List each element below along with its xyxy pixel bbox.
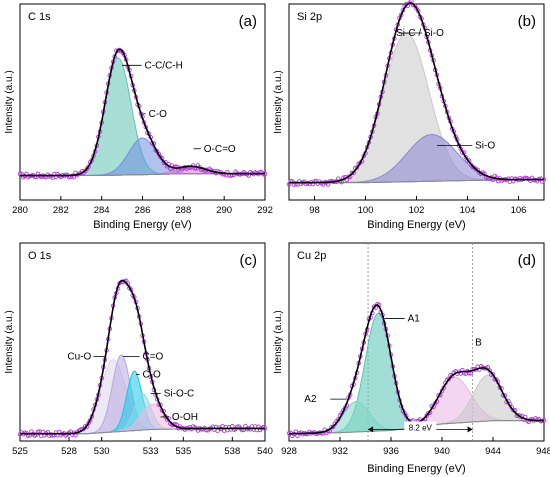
- x-axis-label: Binding Energy (eV): [367, 219, 465, 231]
- panel-tag: (b): [518, 13, 536, 30]
- x-tick-label: 540: [257, 446, 273, 457]
- x-tick-label: 525: [12, 446, 28, 457]
- plot-frame: [19, 242, 266, 442]
- y-axis-label: Intensity (a.u.): [4, 310, 15, 373]
- panel-tag: (a): [239, 13, 257, 30]
- x-tick-label: 944: [485, 446, 501, 457]
- peak-label: Cu-O: [67, 351, 91, 362]
- spacing-label: 8.2 eV: [409, 423, 433, 432]
- panel-c: 525 528 530 533 535 538 540 Intensity (a.u.) O 1…: [4, 242, 273, 457]
- x-tick-label: 533: [143, 446, 159, 457]
- x-tick-label: 102: [409, 205, 425, 216]
- panel-title: Si 2p: [297, 11, 322, 23]
- data-point: [449, 373, 455, 379]
- x-tick-label: 288: [175, 205, 191, 216]
- y-axis-label: Intensity (a.u.): [273, 70, 284, 133]
- x-tick-label: 940: [434, 446, 450, 457]
- y-axis-label: Intensity (a.u.): [273, 310, 284, 373]
- panel-title: Cu 2p: [297, 250, 326, 262]
- x-tick-label: 528: [61, 446, 77, 457]
- x-tick-label: 928: [281, 446, 297, 457]
- x-tick-label: 932: [332, 446, 348, 457]
- x-tick-label: 282: [53, 205, 69, 216]
- peak-label: C-C/C-H: [145, 60, 183, 71]
- x-tick-label: 100: [358, 205, 374, 216]
- peak-label: O-C=O: [204, 144, 236, 155]
- x-tick-label: 538: [224, 446, 240, 457]
- x-tick-label: 292: [257, 205, 273, 216]
- peak-label: Si-O: [475, 141, 495, 152]
- peak-label: A2: [304, 394, 317, 405]
- data-point: [511, 407, 516, 413]
- x-tick-label: 535: [175, 446, 191, 457]
- x-axis-label: Binding Energy (eV): [93, 219, 191, 231]
- data-point: [446, 376, 452, 382]
- peak-label: A1: [408, 313, 421, 324]
- panel-b: 98 100 102 104 106 Binding Energy (eV) Intensi…: [273, 0, 547, 231]
- panel-a: 280 282 284 286 288 290 292 Binding Energy (eV)…: [4, 3, 273, 231]
- x-axis-label: Binding Energy (eV): [367, 463, 465, 475]
- fit-envelope: [289, 2, 545, 184]
- panel-title: C 1s: [28, 11, 51, 23]
- panel-d: 928 932 936 940 944 948 Binding Energy (eV) Int…: [273, 242, 550, 475]
- x-tick-label: 104: [460, 205, 476, 216]
- peak-label: C-O: [149, 109, 168, 120]
- x-tick-label: 284: [94, 205, 110, 216]
- peak-label: Si-C / Si-O: [396, 28, 444, 39]
- panel-title: O 1s: [28, 250, 52, 262]
- spacing-label-bg: [404, 421, 437, 433]
- data-point: [346, 174, 351, 179]
- x-tick-label: 280: [12, 205, 28, 216]
- fit-envelope: [20, 48, 265, 177]
- spacing-arrowhead-right: [467, 426, 473, 433]
- peak-label: O-OH: [172, 412, 198, 423]
- peak-label: C=O: [143, 351, 164, 362]
- x-tick-label: 948: [536, 446, 550, 457]
- x-tick-label: 290: [216, 205, 232, 216]
- fit-envelope: [20, 279, 265, 435]
- x-tick-label: 286: [135, 205, 151, 216]
- spacing-arrowhead-left: [368, 426, 374, 433]
- peak-label: C-O: [143, 369, 162, 380]
- peak-label: Si-O-C: [164, 389, 195, 400]
- y-axis-label: Intensity (a.u.): [4, 70, 15, 133]
- x-tick-label: 530: [94, 446, 110, 457]
- x-tick-label: 936: [383, 446, 399, 457]
- plot-frame: [288, 242, 545, 442]
- data-point: [490, 372, 496, 377]
- panel-tag: (d): [518, 252, 536, 269]
- panel-tag: (c): [240, 252, 258, 269]
- x-tick-label: 98: [309, 205, 320, 216]
- peak-label: B: [475, 337, 482, 348]
- x-tick-label: 106: [511, 205, 527, 216]
